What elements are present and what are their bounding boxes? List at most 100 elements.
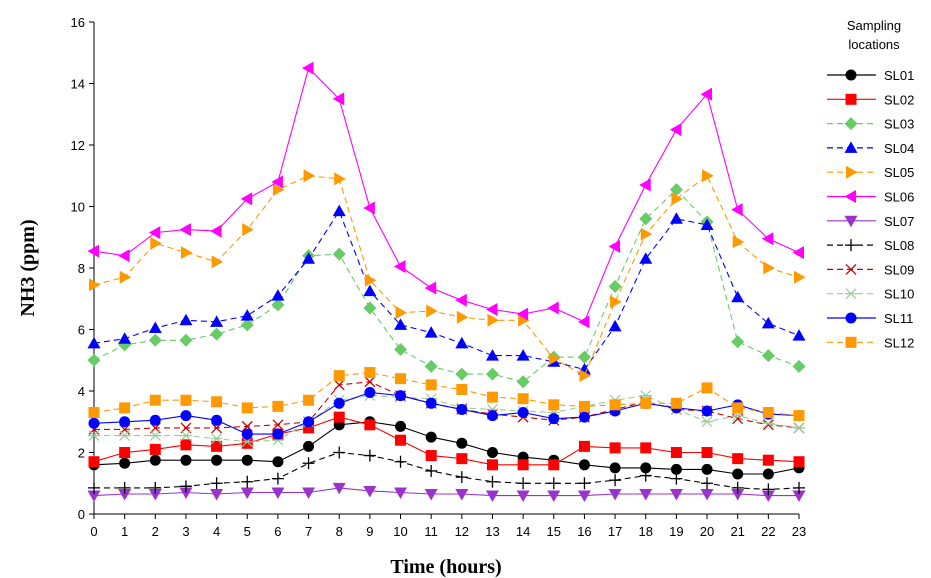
series-lines: [87, 61, 806, 503]
data-point-sl05: [180, 246, 193, 260]
legend-label: SL10: [884, 287, 914, 302]
data-point-sl02: [793, 456, 805, 468]
series-line-sl02: [93, 416, 800, 466]
data-point-sl11: [701, 405, 713, 417]
series-sl10: [88, 390, 805, 448]
data-point-sl09: [364, 376, 376, 388]
legend-marker: [845, 93, 857, 105]
data-point-sl11: [241, 428, 253, 440]
series-sl03: [87, 183, 806, 389]
series-sl12: [88, 367, 805, 422]
data-point-sl06: [87, 244, 99, 258]
data-point-sl05: [763, 261, 775, 275]
data-point-sl06: [118, 249, 130, 263]
data-point-sl07: [547, 490, 561, 503]
data-point-sl07: [669, 489, 683, 501]
data-point-sl09: [272, 419, 284, 431]
legend-item-sl02: SL02: [827, 92, 914, 107]
series-line-sl05: [93, 174, 800, 377]
legend-label: SL08: [884, 238, 914, 253]
data-point-sl02: [88, 456, 100, 468]
data-point-sl12: [486, 391, 498, 403]
data-point-sl08: [149, 481, 162, 494]
x-tick-label: 11: [424, 524, 438, 539]
data-point-sl05: [242, 223, 254, 237]
data-point-sl06: [148, 226, 161, 240]
data-point-sl08: [302, 457, 315, 470]
data-point-sl06: [363, 201, 375, 215]
data-point-sl07: [240, 487, 254, 499]
data-point-sl08: [731, 481, 744, 494]
x-tick-label: 8: [336, 524, 343, 539]
data-point-sl03: [210, 327, 224, 341]
data-point-sl08: [425, 464, 438, 477]
data-point-sl01: [609, 462, 621, 474]
x-tick-label: 16: [577, 524, 591, 539]
data-point-sl06: [700, 87, 713, 101]
legend-marker: [845, 239, 857, 252]
data-point-sl01: [149, 454, 161, 466]
x-tick-label: 5: [244, 524, 251, 539]
data-point-sl02: [119, 447, 131, 458]
data-point-sl09: [333, 379, 345, 391]
data-point-sl12: [578, 400, 590, 412]
data-point-sl12: [303, 394, 315, 406]
data-point-sl11: [395, 390, 407, 402]
data-point-sl08: [547, 477, 560, 490]
data-point-sl06: [332, 92, 345, 106]
data-point-sl04: [240, 309, 254, 321]
data-point-sl12: [762, 407, 774, 419]
data-point-sl11: [211, 414, 223, 426]
data-point-sl10: [179, 430, 192, 442]
x-tick-label: 4: [213, 524, 220, 539]
data-point-sl04: [608, 319, 622, 332]
data-point-sl06: [608, 239, 621, 253]
data-point-sl11: [88, 417, 100, 429]
data-point-sl12: [333, 370, 345, 382]
series-line-sl06: [93, 67, 800, 323]
legend-marker: [844, 117, 858, 131]
data-point-sl05: [395, 306, 408, 320]
data-point-sl04: [485, 349, 499, 361]
data-point-sl11: [303, 416, 315, 428]
data-point-sl12: [456, 383, 468, 395]
data-point-sl03: [639, 212, 653, 226]
data-point-sl11: [333, 397, 345, 409]
data-point-sl02: [211, 440, 223, 452]
data-point-sl08: [762, 483, 775, 496]
x-tick-label: 2: [152, 524, 159, 539]
data-point-sl02: [364, 419, 376, 431]
data-point-sl06: [792, 246, 804, 260]
data-point-sl10: [118, 430, 131, 442]
data-point-sl04: [516, 349, 530, 361]
data-point-sl08: [793, 481, 805, 494]
data-point-sl09: [762, 419, 774, 431]
series-line-sl03: [93, 188, 800, 383]
data-point-sl08: [670, 472, 683, 485]
legend-marker: [845, 69, 857, 81]
data-point-sl05: [426, 304, 438, 318]
data-point-sl04: [424, 326, 438, 338]
data-point-sl12: [701, 382, 713, 394]
data-point-sl06: [394, 259, 406, 273]
data-point-sl04: [179, 313, 193, 326]
series-sl07: [87, 482, 806, 503]
data-point-sl03: [761, 349, 775, 363]
data-point-sl08: [271, 472, 284, 485]
data-point-sl04: [792, 329, 806, 341]
data-point-sl01: [701, 463, 713, 475]
x-tick-label: 3: [182, 524, 189, 539]
data-point-sl02: [456, 453, 468, 465]
legend-item-sl08: SL08: [827, 238, 914, 253]
data-point-sl07: [700, 489, 714, 501]
data-point-sl04: [639, 252, 653, 264]
data-point-sl05: [610, 295, 622, 309]
data-point-sl09: [180, 422, 192, 434]
data-point-sl01: [578, 459, 590, 471]
data-point-sl01: [732, 468, 744, 480]
data-point-sl03: [332, 247, 346, 261]
data-point-sl02: [180, 439, 192, 451]
data-point-sl02: [486, 459, 498, 471]
legend-item-sl03: SL03: [827, 117, 914, 132]
data-point-sl08: [609, 474, 622, 487]
